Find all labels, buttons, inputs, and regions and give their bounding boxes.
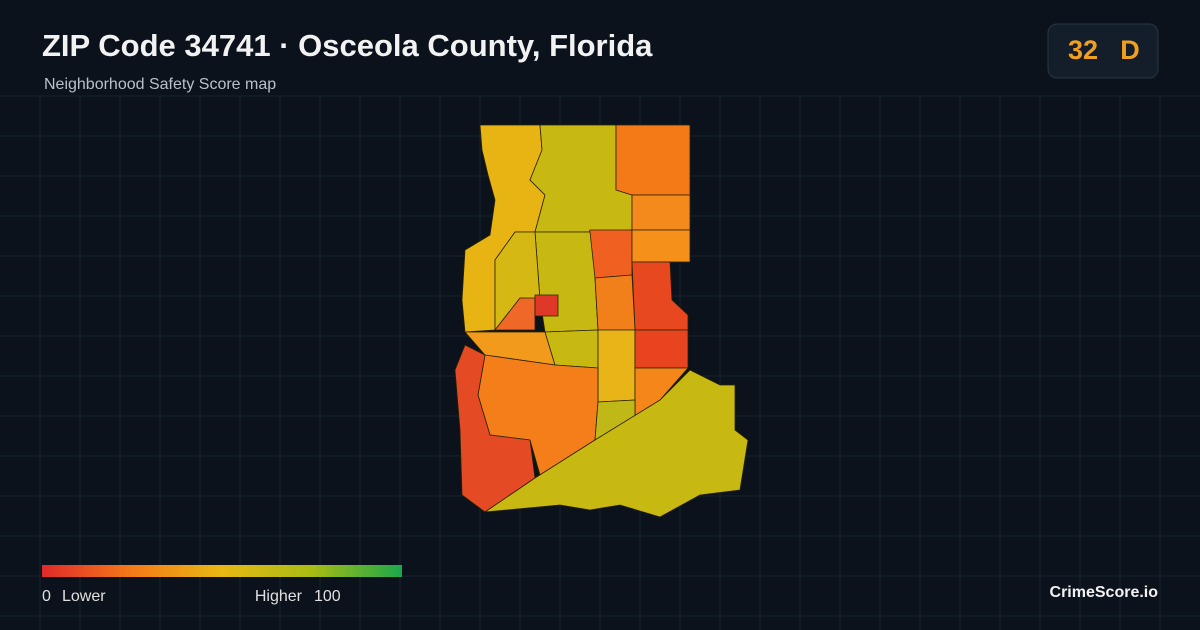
area	[615, 124, 691, 196]
legend-min: 0	[42, 588, 51, 605]
legend-scale	[42, 565, 402, 577]
score-grade: D	[1120, 35, 1140, 65]
legend-max: 100	[314, 588, 341, 605]
zip-map	[454, 124, 749, 518]
area	[534, 294, 559, 317]
area	[597, 329, 636, 403]
title: ZIP Code 34741 · Osceola County, Florida	[42, 28, 653, 63]
legend-min-label: Lower	[62, 588, 106, 605]
subtitle: Neighborhood Safety Score map	[44, 76, 276, 93]
legend-max-label: Higher	[255, 588, 303, 605]
area	[631, 229, 691, 263]
area	[484, 369, 749, 518]
score-badge	[1047, 23, 1159, 79]
area	[631, 194, 691, 231]
area	[634, 329, 689, 369]
area	[534, 231, 599, 333]
area	[594, 274, 636, 331]
score-value: 32	[1068, 35, 1098, 65]
brand: CrimeScore.io	[1050, 584, 1159, 601]
background-grid	[0, 95, 1200, 630]
